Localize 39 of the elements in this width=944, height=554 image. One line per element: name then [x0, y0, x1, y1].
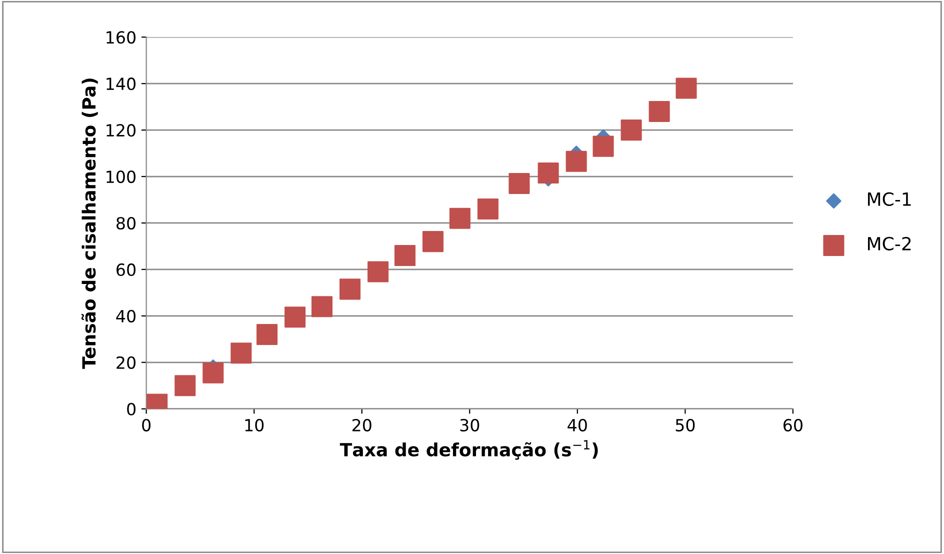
point	[449, 208, 470, 229]
y-tick-label: 20	[116, 356, 136, 369]
x-tick-label: 40	[568, 418, 587, 432]
y-tick-label: 160	[106, 31, 136, 44]
x-tick-label: 10	[245, 418, 264, 432]
x-tick-label: 0	[142, 418, 151, 432]
point	[230, 342, 252, 364]
point	[620, 120, 642, 141]
y-tick-label: 60	[116, 263, 136, 276]
point	[339, 278, 361, 300]
y-tick-label: 100	[106, 170, 136, 184]
point	[566, 150, 587, 172]
x-tick-label: 30	[460, 418, 480, 432]
point	[648, 100, 670, 122]
point	[311, 296, 333, 318]
point	[394, 244, 416, 266]
y-tick-label: 40	[116, 310, 136, 322]
y-tick-label: 0	[127, 402, 136, 416]
y-tick-label: 140	[106, 78, 136, 90]
x-axis-title: Taxa de deformação (s$^{−1}$)	[340, 440, 598, 460]
point	[202, 362, 224, 384]
point	[368, 261, 389, 282]
x-tick-label: 50	[676, 418, 695, 432]
legend-label: MC-2	[868, 236, 911, 251]
point	[256, 324, 278, 346]
y-tick-label: 80	[116, 216, 136, 230]
y-axis-title: Tensão de cisalhamento (Pa)	[81, 78, 98, 369]
point	[477, 198, 498, 220]
point	[592, 136, 614, 157]
point	[422, 231, 444, 252]
point	[508, 172, 530, 194]
point	[676, 78, 697, 99]
legend-label: MC-1	[868, 192, 911, 206]
y-tick-label: 120	[106, 124, 136, 137]
point	[174, 375, 196, 396]
x-tick-label: 20	[352, 418, 372, 432]
x-tick-label: 60	[784, 418, 802, 432]
point	[538, 162, 559, 184]
point	[284, 306, 306, 328]
